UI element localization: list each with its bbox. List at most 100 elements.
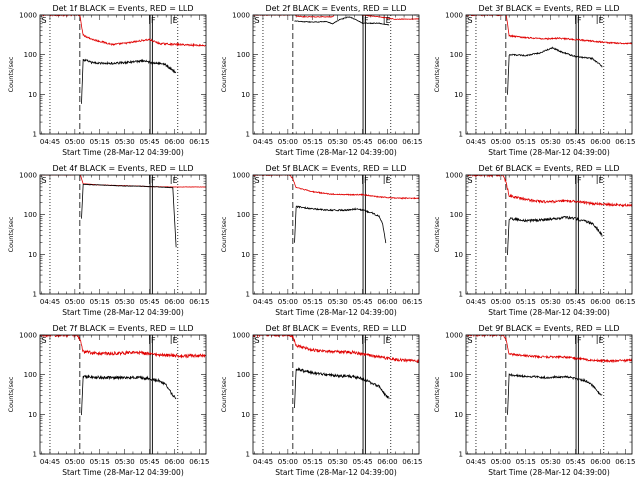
x-tick-label: 05:00 (491, 298, 511, 306)
panel-title: Det 2f BLACK = Events, RED = LLD (265, 4, 406, 13)
panel-title: Det 3f BLACK = Events, RED = LLD (478, 4, 619, 13)
x-tick-label: 05:45 (139, 138, 159, 146)
y-tick-label: 1 (246, 131, 250, 139)
events-rate-series (81, 183, 177, 248)
x-tick-label: 06:00 (164, 458, 184, 466)
y-tick-label: 100 (24, 211, 37, 219)
y-axis-label: Counts/sec (433, 56, 441, 92)
events-rate-series (294, 205, 387, 244)
x-tick-label: 06:15 (402, 298, 422, 306)
panel-title: Det 4f BLACK = Events, RED = LLD (52, 164, 193, 173)
x-tick-label: 05:00 (278, 298, 298, 306)
y-tick-label: 100 (237, 371, 250, 379)
y-axis-label: Counts/sec (7, 56, 15, 92)
panel-frame (39, 14, 207, 135)
x-tick-label: 05:30 (115, 138, 135, 146)
x-tick-label: 05:30 (541, 138, 561, 146)
y-tick-label: 100 (450, 371, 463, 379)
x-axis-label: Start Time (28-Mar-12 04:39:00) (275, 148, 397, 157)
events-rate-series (507, 215, 603, 256)
panel-title: Det 9f BLACK = Events, RED = LLD (478, 324, 619, 333)
x-tick-label: 04:45 (253, 458, 273, 466)
panel-frame (252, 334, 420, 455)
y-tick-label: 10 (241, 251, 250, 259)
panel-grid: Det 1f BLACK = Events, RED = LLD Counts/s… (7, 4, 635, 477)
events-rate-series (294, 366, 390, 409)
panel-det-9: Det 9f BLACK = Events, RED = LLD Counts/s… (433, 324, 635, 477)
x-tick-label: 04:45 (466, 458, 486, 466)
marker-label-end: E (386, 16, 391, 25)
x-tick-label: 05:45 (139, 458, 159, 466)
marker-label-flare: F (364, 16, 369, 25)
y-tick-label: 100 (450, 211, 463, 219)
y-tick-label: 1 (33, 131, 37, 139)
events-rate-series (81, 374, 177, 416)
x-tick-label: 05:15 (90, 458, 110, 466)
panel-det-4: Det 4f BLACK = Events, RED = LLD Counts/s… (7, 164, 209, 317)
panel-det-5: Det 5f BLACK = Events, RED = LLD Counts/s… (220, 164, 422, 317)
marker-label-flare: F (577, 16, 582, 25)
x-tick-label: 05:15 (516, 458, 536, 466)
y-tick-label: 100 (24, 371, 37, 379)
x-tick-label: 06:00 (590, 458, 610, 466)
y-tick-label: 1 (33, 451, 37, 459)
y-tick-label: 1 (459, 131, 463, 139)
panel-title: Det 7f BLACK = Events, RED = LLD (52, 324, 193, 333)
y-tick-label: 1000 (19, 172, 37, 180)
y-axis-label: Counts/sec (220, 216, 228, 252)
y-tick-label: 1 (459, 451, 463, 459)
panel-frame (252, 14, 420, 135)
x-tick-label: 05:45 (565, 458, 585, 466)
y-axis-label: Counts/sec (220, 376, 228, 412)
y-tick-label: 1000 (232, 172, 250, 180)
y-tick-label: 10 (454, 411, 463, 419)
x-tick-label: 05:15 (90, 298, 110, 306)
marker-label-end: E (599, 336, 604, 345)
marker-label-flare: F (364, 336, 369, 345)
x-tick-label: 04:45 (40, 298, 60, 306)
panel-frame (252, 174, 420, 295)
y-tick-label: 1 (246, 291, 250, 299)
x-tick-label: 06:15 (189, 458, 209, 466)
y-tick-label: 10 (241, 411, 250, 419)
x-tick-label: 06:15 (189, 298, 209, 306)
x-tick-label: 05:15 (516, 298, 536, 306)
lld-rate-series (466, 175, 632, 208)
panel-frame (39, 334, 207, 455)
x-tick-label: 06:15 (615, 298, 635, 306)
y-tick-label: 1000 (232, 332, 250, 340)
x-tick-label: 05:15 (303, 138, 323, 146)
marker-label-end: E (599, 16, 604, 25)
x-tick-label: 05:00 (65, 458, 85, 466)
y-tick-label: 1000 (19, 332, 37, 340)
y-tick-label: 1000 (445, 12, 463, 20)
x-tick-label: 05:00 (278, 138, 298, 146)
marker-label-start: S (255, 176, 260, 185)
x-tick-label: 05:15 (90, 138, 110, 146)
y-tick-label: 1 (246, 451, 250, 459)
x-tick-label: 04:45 (40, 138, 60, 146)
x-axis-label: Start Time (28-Mar-12 04:39:00) (488, 148, 610, 157)
x-tick-label: 06:00 (164, 138, 184, 146)
panel-title: Det 5f BLACK = Events, RED = LLD (265, 164, 406, 173)
lld-rate-series (466, 15, 632, 45)
events-rate-series (81, 58, 177, 104)
y-tick-label: 10 (454, 251, 463, 259)
x-tick-label: 04:45 (40, 458, 60, 466)
y-tick-label: 10 (454, 91, 463, 99)
x-tick-label: 06:00 (377, 298, 397, 306)
panel-det-8: Det 8f BLACK = Events, RED = LLD Counts/s… (220, 324, 422, 477)
marker-label-end: E (173, 336, 178, 345)
lld-rate-series (253, 175, 419, 200)
marker-label-flare: F (577, 336, 582, 345)
x-tick-label: 06:15 (402, 458, 422, 466)
x-axis-label: Start Time (28-Mar-12 04:39:00) (488, 308, 610, 317)
marker-label-flare: F (577, 176, 582, 185)
marker-label-flare: F (151, 16, 156, 25)
x-tick-label: 05:30 (328, 298, 348, 306)
y-axis-label: Counts/sec (433, 376, 441, 412)
y-tick-label: 100 (450, 51, 463, 59)
